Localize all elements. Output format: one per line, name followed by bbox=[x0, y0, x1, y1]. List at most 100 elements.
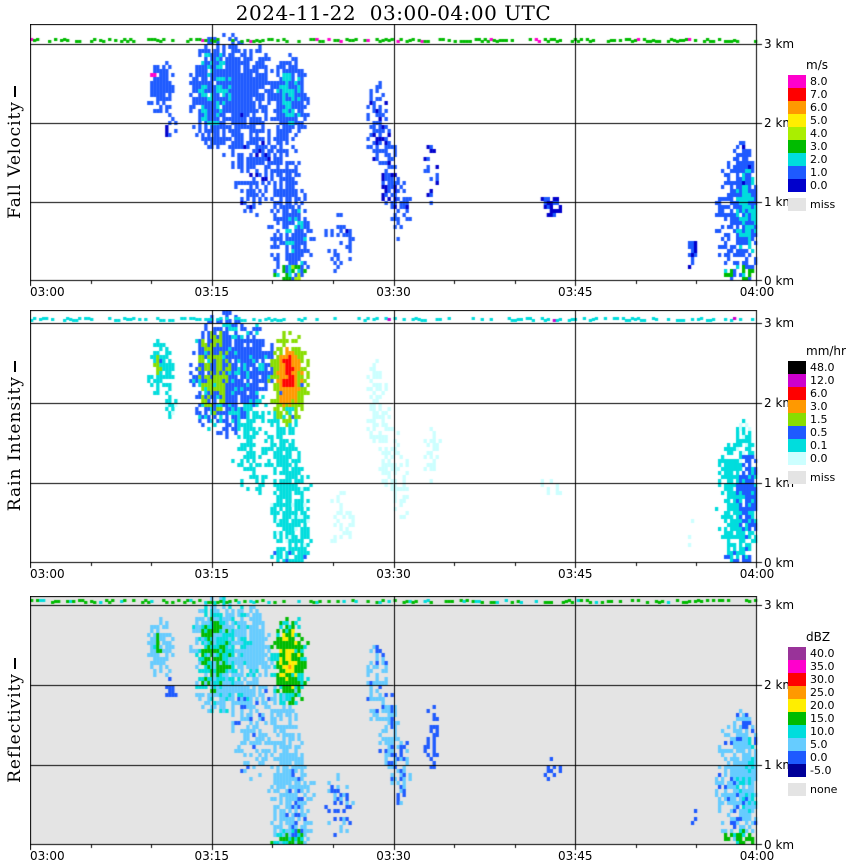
legend-swatch bbox=[788, 179, 806, 192]
legend-value: 48.0 bbox=[810, 361, 835, 374]
legend-swatch bbox=[788, 387, 806, 400]
time-tick-label: 03:45 bbox=[557, 567, 593, 581]
legend-value: 12.0 bbox=[810, 374, 835, 387]
legend-swatch bbox=[788, 127, 806, 140]
legend-value: 4.0 bbox=[810, 127, 828, 140]
legend-missing: miss bbox=[788, 198, 848, 211]
legend-value: 20.0 bbox=[810, 699, 835, 712]
legend-value: 10.0 bbox=[810, 725, 835, 738]
legend-value: 0.1 bbox=[810, 439, 828, 452]
legend-value: 0.0 bbox=[810, 751, 828, 764]
legend-value: 0.0 bbox=[810, 452, 828, 465]
legend-swatch bbox=[788, 166, 806, 179]
legend-value: -5.0 bbox=[810, 764, 832, 777]
legend-swatch bbox=[788, 400, 806, 413]
time-tick-label: 03:45 bbox=[557, 285, 593, 299]
legend-item: 6.0 bbox=[788, 101, 848, 114]
legend-swatch bbox=[788, 783, 806, 796]
altitude-tick-label: 2 km bbox=[764, 678, 795, 692]
legend-swatch bbox=[788, 712, 806, 725]
legend-swatch bbox=[788, 439, 806, 452]
time-tick-label: 03:30 bbox=[376, 567, 411, 581]
legend-item: 0.0 bbox=[788, 751, 848, 764]
altitude-tick-label: 3 km bbox=[764, 598, 795, 612]
altitude-tick-label: 0 km bbox=[764, 274, 795, 288]
legend-item: 5.0 bbox=[788, 738, 848, 751]
altitude-tick-label: 1 km bbox=[764, 758, 795, 772]
y-axis-label-text: Reflectivity bbox=[5, 673, 25, 783]
legend-swatch bbox=[788, 413, 806, 426]
legend-swatch bbox=[788, 764, 806, 777]
legend-item: 4.0 bbox=[788, 127, 848, 140]
altitude-tick-label: 0 km bbox=[764, 556, 795, 570]
time-tick-label: 03:15 bbox=[194, 849, 230, 863]
altitude-tick-label: 0 km bbox=[764, 838, 795, 852]
altitude-tick-label: 1 km bbox=[764, 195, 795, 209]
legend-value: 1.0 bbox=[810, 166, 828, 179]
legend-item: 5.0 bbox=[788, 114, 848, 127]
legend-swatch bbox=[788, 738, 806, 751]
legend-value: 0.0 bbox=[810, 179, 828, 192]
legend-unit: dBZ bbox=[806, 630, 831, 644]
legend-swatch bbox=[788, 140, 806, 153]
legend-value: 40.0 bbox=[810, 647, 835, 660]
legend-unit: mm/hr bbox=[806, 344, 846, 358]
figure-title: 2024-11-22 03:00-04:00 UTC bbox=[235, 1, 552, 25]
altitude-tick-label: 2 km bbox=[764, 116, 795, 130]
legend-item: 0.1 bbox=[788, 439, 848, 452]
time-tick-label: 03:00 bbox=[30, 285, 65, 299]
time-tick-label: 03:45 bbox=[557, 849, 593, 863]
legend-swatch bbox=[788, 725, 806, 738]
legend-swatch bbox=[788, 75, 806, 88]
y-axis-label-rain-intensity: Rain Intensity bbox=[2, 310, 28, 563]
legend-missing: miss bbox=[788, 471, 848, 484]
legend-swatch bbox=[788, 426, 806, 439]
y-axis-label-fall-velocity: Fall Velocity bbox=[2, 24, 28, 281]
rain-intensity-heatmap bbox=[30, 310, 763, 569]
legend-item: 48.0 bbox=[788, 361, 848, 374]
legend-item: 15.0 bbox=[788, 712, 848, 725]
time-tick-label: 04:00 bbox=[739, 567, 775, 581]
time-tick-label: 03:00 bbox=[30, 849, 65, 863]
legend-swatch bbox=[788, 471, 806, 484]
legend-swatch bbox=[788, 153, 806, 166]
legend-item: 35.0 bbox=[788, 660, 848, 673]
legend-item: 20.0 bbox=[788, 699, 848, 712]
legend-swatch bbox=[788, 361, 806, 374]
legend-value: 35.0 bbox=[810, 660, 835, 673]
reflectivity-legend: dBZ 40.0 35.0 30.0 25.0 20.0 15.0 10.0 5.0 0.0 -5.… bbox=[788, 630, 848, 796]
legend-value: 3.0 bbox=[810, 400, 828, 413]
legend-value: 2.0 bbox=[810, 153, 828, 166]
legend-value: 1.5 bbox=[810, 413, 828, 426]
reflectivity-heatmap bbox=[30, 596, 763, 851]
legend-value: 3.0 bbox=[810, 140, 828, 153]
altitude-tick-label: 3 km bbox=[764, 37, 795, 51]
time-tick-label: 03:15 bbox=[194, 567, 230, 581]
legend-value: 15.0 bbox=[810, 712, 835, 725]
legend-swatch bbox=[788, 660, 806, 673]
time-tick-label: 03:30 bbox=[376, 849, 411, 863]
legend-item: 0.5 bbox=[788, 426, 848, 439]
rain-intensity-legend: mm/hr 48.0 12.0 6.0 3.0 1.5 0.5 0.1 0.0 miss bbox=[788, 344, 848, 484]
legend-swatch bbox=[788, 374, 806, 387]
legend-item: 1.0 bbox=[788, 166, 848, 179]
legend-item: 25.0 bbox=[788, 686, 848, 699]
ylabel-tick bbox=[14, 658, 16, 670]
legend-value: 8.0 bbox=[810, 75, 828, 88]
legend-value: 5.0 bbox=[810, 738, 828, 751]
legend-item: 2.0 bbox=[788, 153, 848, 166]
legend-item: 12.0 bbox=[788, 374, 848, 387]
legend-unit: m/s bbox=[806, 58, 828, 72]
legend-item: 40.0 bbox=[788, 647, 848, 660]
time-tick-label: 04:00 bbox=[739, 849, 775, 863]
legend-swatch bbox=[788, 673, 806, 686]
legend-item: 10.0 bbox=[788, 725, 848, 738]
legend-swatch bbox=[788, 452, 806, 465]
legend-item: 3.0 bbox=[788, 400, 848, 413]
legend-value: 5.0 bbox=[810, 114, 828, 127]
fall-velocity-legend: m/s 8.0 7.0 6.0 5.0 4.0 3.0 2.0 1.0 0.0 miss bbox=[788, 58, 848, 211]
